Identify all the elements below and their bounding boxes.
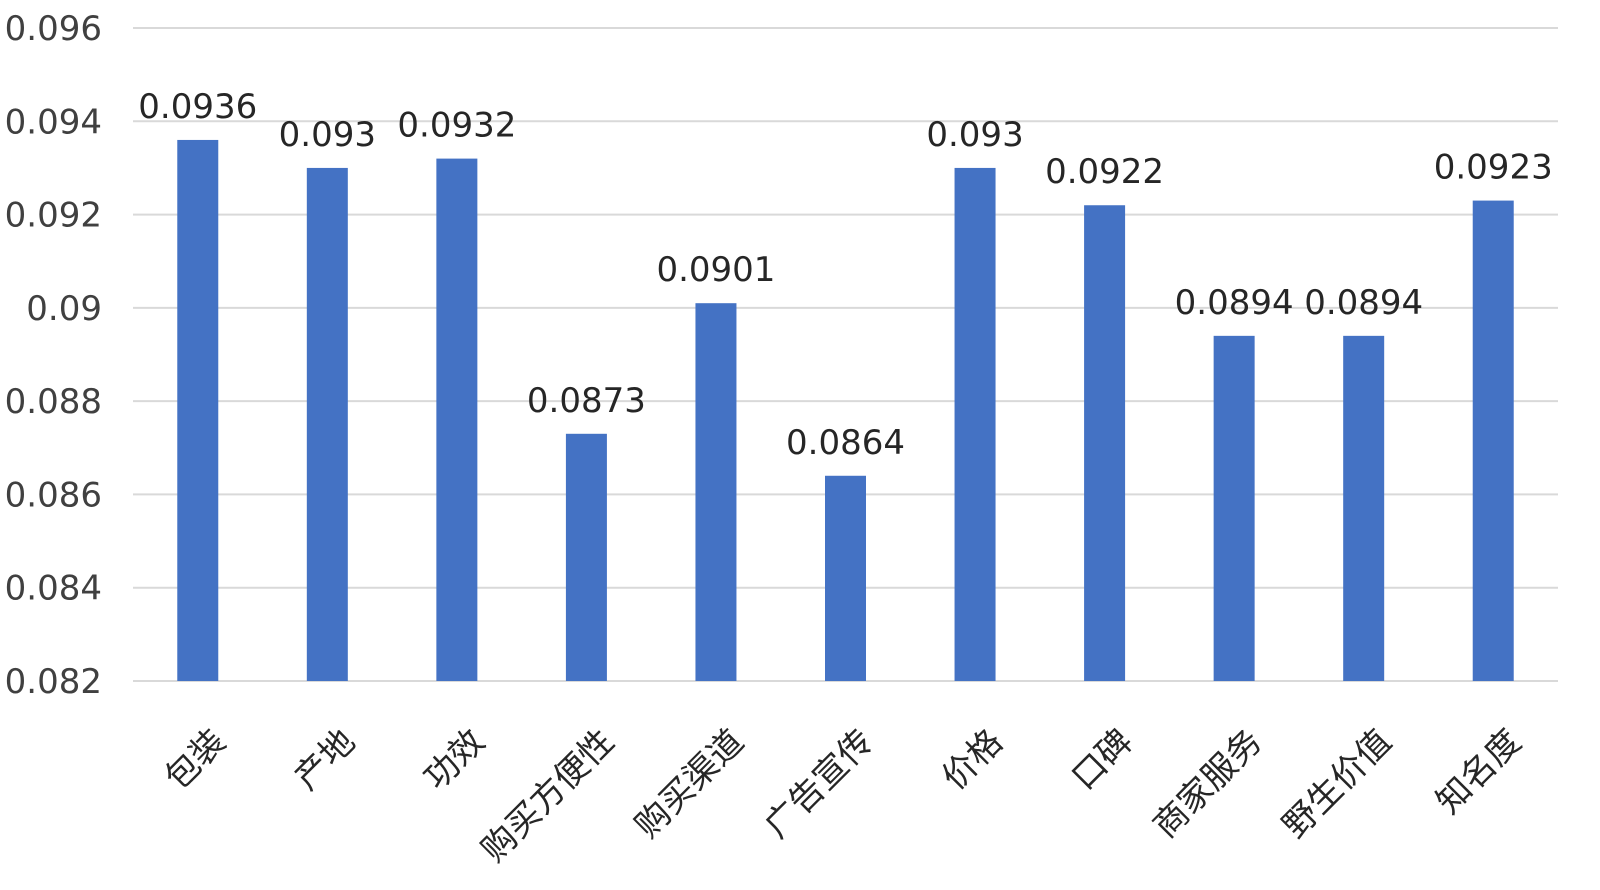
x-tick-label: 广告宣传 (757, 722, 881, 846)
y-axis: 0.082 0.084 0.086 0.088 0.09 0.092 0.094 0.096 (5, 9, 102, 702)
data-labels: 0.0936 0.093 0.0932 0.0873 0.0901 0.0864 0.093… (138, 87, 1552, 463)
data-label: 0.0936 (138, 87, 257, 127)
data-label: 0.0873 (527, 381, 646, 421)
data-label: 0.0864 (786, 423, 905, 463)
x-tick-label: 购买渠道 (627, 722, 751, 846)
bar (436, 158, 478, 682)
y-tick-label: 0.082 (5, 662, 102, 702)
bar (1472, 200, 1514, 682)
bar (1084, 205, 1126, 681)
y-tick-label: 0.092 (5, 196, 102, 236)
x-tick-label: 知名度 (1429, 722, 1529, 822)
data-label: 0.0932 (397, 106, 516, 146)
bars (177, 139, 1514, 682)
bar (177, 139, 219, 681)
x-tick-label: 口碑 (1064, 722, 1140, 798)
bar (825, 475, 866, 681)
y-tick-label: 0.09 (26, 289, 102, 329)
bar (306, 167, 348, 681)
bar (1343, 335, 1385, 681)
y-tick-label: 0.084 (5, 569, 102, 609)
data-label: 0.093 (279, 115, 376, 155)
x-tick-label: 野生价值 (1275, 722, 1399, 846)
x-tick-label: 商家服务 (1146, 722, 1270, 846)
x-tick-label: 购买方便性 (474, 722, 622, 870)
bar (1213, 335, 1255, 681)
data-label: 0.0922 (1045, 152, 1164, 192)
x-tick-label: 功效 (416, 722, 492, 798)
bar (695, 303, 737, 681)
data-label: 0.093 (926, 115, 1023, 155)
data-label: 0.0894 (1304, 283, 1423, 323)
y-tick-label: 0.088 (5, 382, 102, 422)
x-tick-label: 包装 (157, 722, 233, 798)
data-label: 0.0923 (1434, 148, 1553, 188)
data-label: 0.0894 (1175, 283, 1294, 323)
bar (565, 433, 607, 681)
bar (954, 167, 996, 681)
x-tick-label: 价格 (935, 722, 1011, 798)
x-tick-label: 产地 (287, 722, 363, 798)
data-label: 0.0901 (656, 250, 775, 290)
y-tick-label: 0.096 (5, 9, 102, 49)
y-tick-label: 0.086 (5, 475, 102, 515)
y-tick-label: 0.094 (5, 102, 102, 142)
